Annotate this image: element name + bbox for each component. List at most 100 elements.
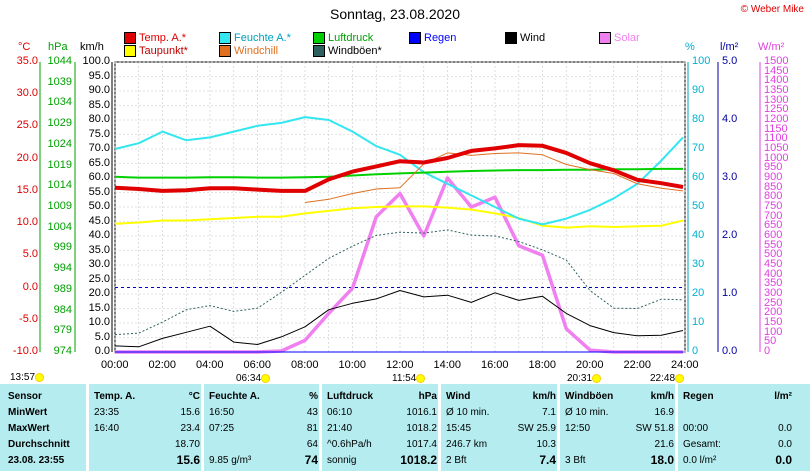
humidity-tick: 40 xyxy=(692,229,705,241)
time-tick: 18:00 xyxy=(528,359,557,371)
copyright: © Weber Mike xyxy=(740,4,804,15)
series-windchill xyxy=(304,152,684,203)
temp-tick: 15.0 xyxy=(16,183,38,196)
time-tick: 14:00 xyxy=(433,359,462,371)
table-column-divider xyxy=(675,384,678,471)
sunset-time-text: 20:31 xyxy=(567,373,593,384)
table-cell: 00:00 xyxy=(683,423,709,434)
table-value: 1017.4 xyxy=(406,439,437,450)
row-label: 23.08. 23:55 xyxy=(8,455,65,466)
column-unit: % xyxy=(309,391,318,402)
table-cell: 246.7 km xyxy=(446,439,488,450)
rain-tick: 4.0 xyxy=(722,113,738,125)
table-value: 21.6 xyxy=(654,439,674,450)
time-left: 13:57 xyxy=(10,372,45,383)
solar-tick: 1100 xyxy=(764,132,788,145)
pressure-tick: 984 xyxy=(53,303,72,316)
wind-tick: 85.0 xyxy=(88,98,110,111)
solar-tick: 450 xyxy=(764,258,783,270)
solar-tick: 250 xyxy=(764,296,783,309)
humidity-tick: 90 xyxy=(692,84,705,96)
pressure-tick: 1044 xyxy=(47,55,72,67)
pressure-tick: 1029 xyxy=(47,117,72,130)
temp-tick: 35.0 xyxy=(16,55,38,67)
temp-tick: -10.0 xyxy=(12,345,38,357)
time-right: 22:48 xyxy=(650,373,685,384)
series-taupunkt xyxy=(114,205,684,229)
column-header: Windböen xyxy=(565,391,614,402)
solar-tick: 1450 xyxy=(764,64,789,77)
column-header: Feuchte A. xyxy=(209,391,260,402)
table-cell: Gesamt: xyxy=(683,439,721,450)
solar-tick: 600 xyxy=(764,229,783,241)
time-tick: 24:00 xyxy=(671,359,699,371)
temp-tick: 25.0 xyxy=(16,119,38,132)
table-value: 1018.2 xyxy=(406,423,437,434)
rain-tick: 0.0 xyxy=(722,345,738,357)
solar-tick: 950 xyxy=(764,161,783,174)
time-tick: 22:00 xyxy=(623,359,652,371)
table-value: 1018.2 xyxy=(400,453,437,467)
unit-wind: km/h xyxy=(80,41,104,53)
legend-label: Temp. A.* xyxy=(139,32,187,44)
time-tick: 08:00 xyxy=(291,359,319,371)
table-value: 16.9 xyxy=(654,407,674,418)
solar-tick: 0 xyxy=(764,345,771,357)
table-value: 0.0 xyxy=(775,453,792,467)
table-value: 23.4 xyxy=(180,423,200,434)
legend-label: Feuchte A.* xyxy=(234,32,291,44)
legend-swatch xyxy=(124,45,136,57)
rain-tick: 3.0 xyxy=(722,171,738,183)
table-value: SW 25.9 xyxy=(517,423,556,434)
humidity-tick: 60 xyxy=(692,171,705,183)
wind-tick: 95.0 xyxy=(88,69,110,82)
table-column-divider xyxy=(201,384,204,471)
legend-item: Windböen* xyxy=(313,45,382,57)
column-unit: km/h xyxy=(532,391,556,402)
humidity-tick: 10 xyxy=(692,316,705,328)
table-column-divider xyxy=(557,384,560,471)
solar-tick: 1350 xyxy=(764,84,789,96)
humidity-tick: 100 xyxy=(692,55,711,67)
table-cell: 3 Bft xyxy=(565,455,586,466)
time-left-text: 13:57 xyxy=(10,372,36,383)
table-value: 64 xyxy=(306,439,318,450)
humidity-tick: 50 xyxy=(692,200,705,212)
solar-tick: 1400 xyxy=(764,74,789,87)
column-unit: km/h xyxy=(650,391,674,402)
legend-swatch xyxy=(599,32,611,44)
solar-tick: 900 xyxy=(764,171,783,183)
time-tick: 10:00 xyxy=(338,359,367,371)
table-value: 0.0 xyxy=(778,423,792,434)
solar-tick: 1150 xyxy=(764,122,788,135)
legend-swatch xyxy=(219,45,231,57)
row-label: Durchschnitt xyxy=(8,439,70,450)
humidity-tick: 20 xyxy=(692,287,705,299)
temp-tick: 10.0 xyxy=(16,216,38,229)
pressure-tick: 1014 xyxy=(47,179,72,192)
sunrise-time: 06:34 xyxy=(236,373,271,384)
unit-temp: °C xyxy=(18,41,31,53)
column-header: Wind xyxy=(446,391,471,402)
table-cell: 12:50 xyxy=(565,423,591,434)
column-unit: °C xyxy=(188,391,200,402)
solar-tick: 400 xyxy=(764,267,783,280)
legend-item: Feuchte A.* xyxy=(219,32,291,44)
table-cell: 21:40 xyxy=(327,423,353,434)
legend-label: Windböen* xyxy=(328,45,382,57)
table-column-divider xyxy=(319,384,322,471)
pressure-tick: 1019 xyxy=(47,158,72,171)
wind-tick: 20.0 xyxy=(88,287,110,299)
pressure-tick: 989 xyxy=(53,282,72,295)
wind-tick: 55.0 xyxy=(88,185,110,198)
wind-tick: 35.0 xyxy=(88,243,110,256)
column-header: Temp. A. xyxy=(94,391,136,402)
legend-item: Temp. A.* xyxy=(124,32,186,44)
time-tick: 04:00 xyxy=(196,359,224,371)
table-column-divider xyxy=(438,384,441,471)
wind-tick: 70.0 xyxy=(88,142,110,154)
series-temp-a xyxy=(114,143,684,193)
legend-item: Luftdruck xyxy=(313,32,373,44)
temp-tick: 0.0 xyxy=(22,280,38,293)
table-cell: ^0.6hPa/h xyxy=(327,439,372,450)
